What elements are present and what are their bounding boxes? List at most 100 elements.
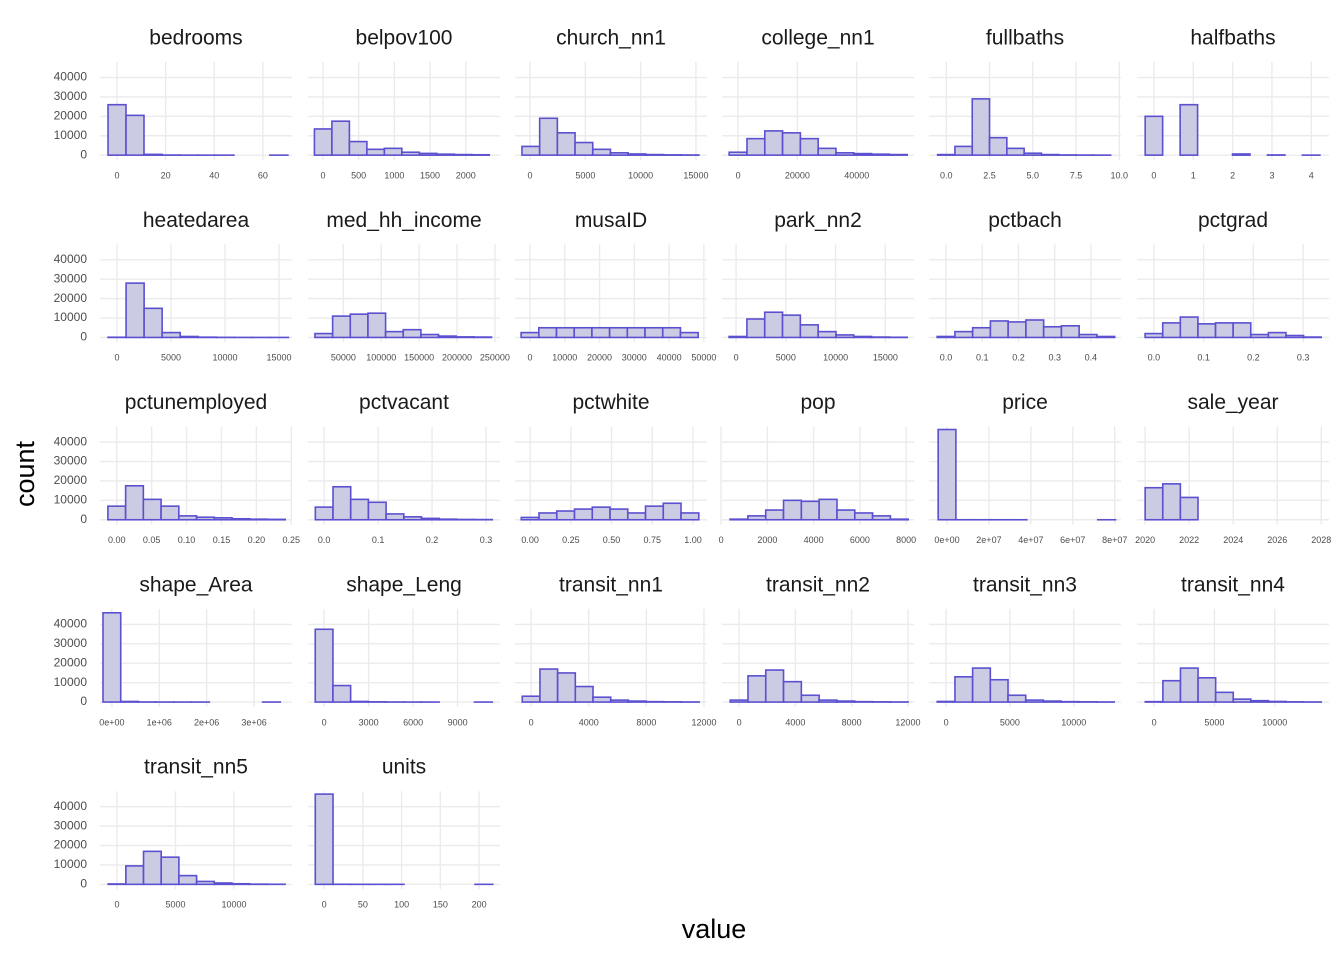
x-tick-label: 0: [737, 717, 742, 727]
bar: [763, 130, 784, 156]
x-tick-label: 2022: [1179, 535, 1199, 545]
bar: [1231, 153, 1251, 156]
x-tick-label: 10000: [221, 900, 246, 910]
bar: [539, 668, 559, 703]
bar: [178, 874, 198, 886]
x-tick-label: 0: [322, 900, 327, 910]
bar: [367, 312, 387, 339]
x-tick-label: 2e+07: [976, 535, 1001, 545]
y-tick-label: 10000: [54, 128, 88, 142]
bar: [954, 145, 974, 156]
bar: [680, 512, 700, 521]
bar: [1179, 316, 1199, 339]
bar: [747, 675, 767, 703]
bar: [644, 326, 664, 339]
x-tick-label: 6000: [850, 535, 870, 545]
bar: [888, 153, 908, 156]
y-tick-label: 30000: [54, 89, 88, 103]
x-tick-label: 50000: [331, 353, 356, 363]
x-tick-label: 12000: [895, 717, 920, 727]
x-tick-label: 1.00: [684, 535, 702, 545]
x-tick-label: 0.00: [521, 535, 539, 545]
x-tick-label: 40000: [844, 170, 869, 180]
bar: [1161, 322, 1182, 339]
bar: [1024, 699, 1045, 703]
x-tick-label: 0.1: [1197, 353, 1210, 363]
bar: [520, 516, 540, 521]
bar: [591, 506, 611, 521]
x-tick-label: 0.00: [108, 535, 126, 545]
x-tick-label: 30000: [622, 353, 647, 363]
x-axis-label: value: [682, 914, 747, 944]
bar: [1197, 323, 1217, 339]
bar: [1144, 486, 1164, 521]
y-tick-label: 40000: [54, 434, 88, 448]
x-tick-label: 0e+00: [99, 717, 124, 727]
bar: [555, 510, 576, 521]
bar: [179, 335, 200, 339]
bar: [835, 334, 855, 339]
y-tick-label: 10000: [54, 310, 88, 324]
bar: [971, 326, 992, 339]
bar: [573, 508, 594, 521]
bar: [1007, 694, 1027, 703]
x-tick-label: 150000: [404, 353, 434, 363]
panel-title: transit_nn3: [973, 573, 1077, 596]
bar: [231, 882, 251, 886]
bar: [574, 685, 594, 703]
bar: [160, 505, 180, 521]
x-tick-label: 0.1: [976, 353, 989, 363]
panel-title: transit_nn2: [766, 573, 870, 596]
bar: [1179, 103, 1199, 156]
bar: [592, 696, 612, 703]
panel-title: halfbaths: [1190, 27, 1275, 50]
bar: [143, 307, 163, 339]
y-tick-label: 30000: [54, 271, 88, 285]
bar: [349, 313, 369, 339]
bar: [1023, 152, 1043, 156]
bar: [936, 335, 956, 339]
bar: [818, 498, 838, 521]
x-tick-label: 200: [472, 900, 487, 910]
x-tick-label: 1e+06: [147, 717, 172, 727]
bar: [853, 512, 874, 521]
x-tick-label: 0: [529, 717, 534, 727]
bar: [1214, 322, 1234, 339]
x-tick-label: 0.50: [603, 535, 621, 545]
x-tick-label: 1500: [420, 170, 440, 180]
y-tick-label: 10000: [54, 857, 88, 871]
bar: [538, 117, 559, 156]
x-tick-label: 0.3: [480, 535, 493, 545]
bar: [1267, 331, 1287, 339]
bar: [1285, 334, 1305, 339]
bar: [125, 114, 145, 156]
x-tick-label: 0.4: [1085, 353, 1098, 363]
y-tick-label: 20000: [54, 473, 88, 487]
bar: [936, 153, 956, 156]
x-tick-label: 0: [736, 170, 741, 180]
bar: [538, 512, 558, 521]
x-tick-label: 0.10: [178, 535, 196, 545]
bar: [1144, 332, 1164, 339]
bar: [521, 695, 541, 703]
bar: [349, 700, 370, 703]
x-tick-label: 2026: [1267, 535, 1287, 545]
y-tick-label: 30000: [54, 818, 88, 832]
bar: [800, 694, 820, 703]
x-tick-label: 1: [1191, 170, 1196, 180]
bar: [989, 320, 1009, 339]
bar: [143, 153, 163, 156]
bar: [1025, 319, 1045, 339]
x-tick-label: 2024: [1223, 535, 1243, 545]
panel-title: shape_Area: [139, 573, 253, 596]
x-tick-label: 15000: [683, 170, 708, 180]
panel-title: fullbaths: [986, 27, 1064, 50]
bar: [556, 672, 577, 703]
x-tick-label: 0: [114, 900, 119, 910]
y-tick-label: 20000: [54, 655, 88, 669]
bar: [1096, 335, 1116, 339]
y-tick-label: 0: [80, 147, 87, 161]
bar: [889, 518, 910, 521]
y-tick-label: 20000: [54, 291, 88, 305]
bar: [954, 330, 974, 339]
